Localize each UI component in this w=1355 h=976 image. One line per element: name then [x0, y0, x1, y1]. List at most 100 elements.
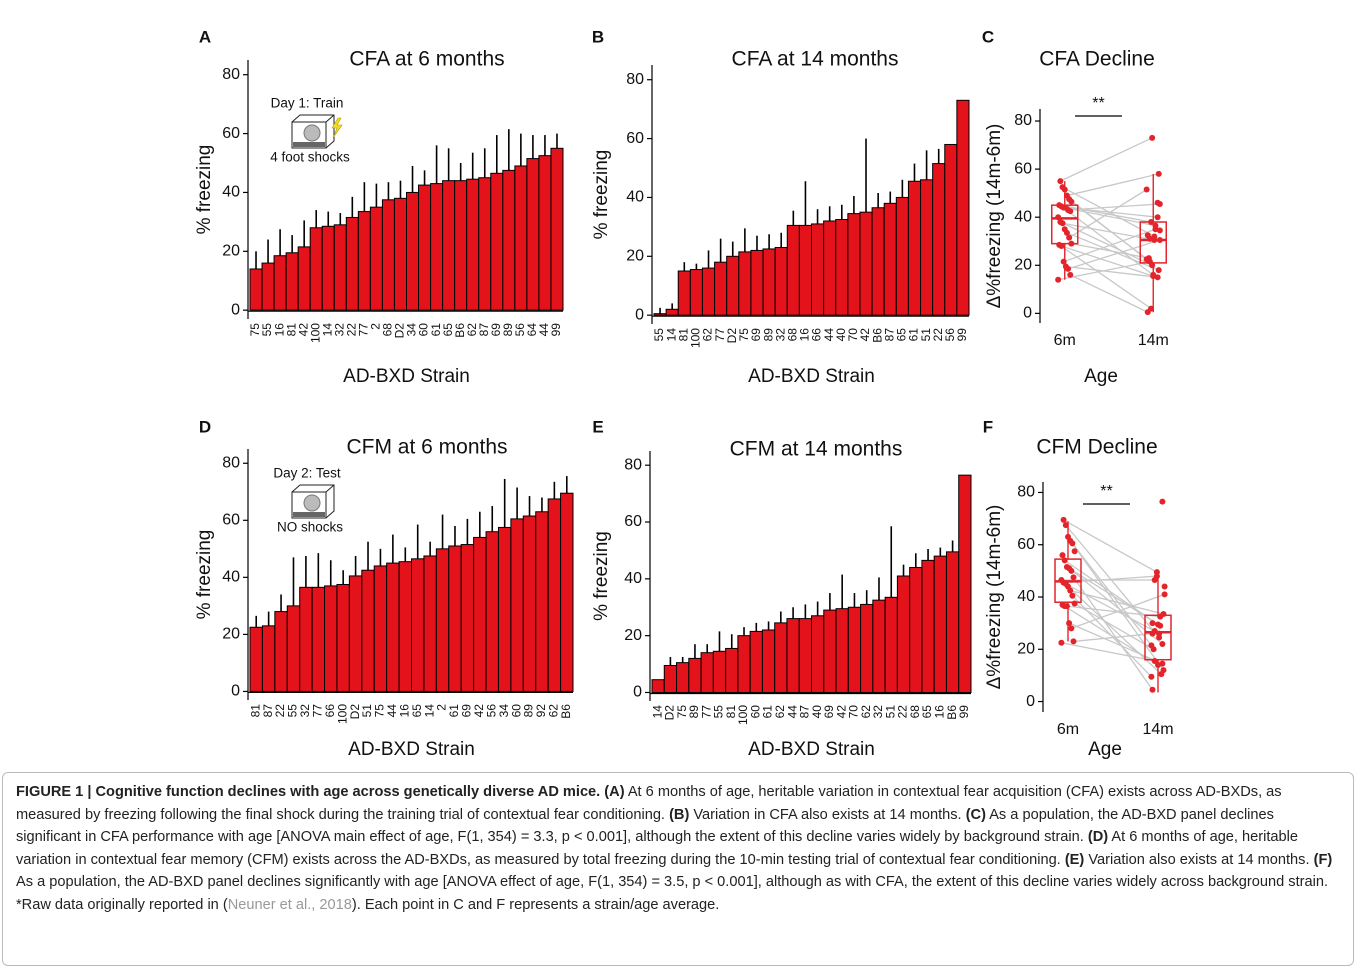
point — [1151, 627, 1158, 634]
point — [1154, 199, 1161, 206]
inset-label: Day 2: Test — [273, 466, 341, 481]
x-tick-label: 60 — [417, 323, 431, 337]
pair-line — [1071, 595, 1152, 678]
bar — [547, 498, 562, 692]
x-axis-label: Age — [1084, 366, 1118, 387]
bar — [406, 191, 420, 311]
bar — [896, 575, 911, 693]
bar — [823, 609, 837, 693]
bar — [944, 143, 958, 316]
bar — [261, 262, 275, 311]
point — [1067, 271, 1074, 278]
bar — [884, 596, 898, 693]
x-tick-label: 75 — [675, 705, 689, 719]
bar — [835, 219, 849, 316]
x-tick-label: 69 — [822, 705, 836, 719]
point — [1061, 226, 1068, 233]
bar — [701, 267, 716, 316]
point — [1058, 639, 1065, 646]
x-tick-label: 6m — [1054, 332, 1076, 349]
bar — [502, 169, 516, 311]
significance: ** — [1100, 483, 1112, 500]
bar — [460, 544, 475, 692]
x-tick-label: 44 — [822, 328, 836, 342]
bar — [872, 599, 886, 693]
x-tick-label: 14m — [1142, 721, 1173, 738]
x-tick-label: D2 — [393, 323, 407, 339]
y-tick-label: 60 — [624, 513, 642, 530]
x-tick-label: 69 — [749, 328, 763, 342]
x-tick-label: 81 — [284, 323, 298, 337]
bar — [798, 224, 813, 316]
y-axis-label: % freezing — [194, 530, 215, 620]
x-tick-label: 22 — [273, 704, 287, 718]
pair-line — [1060, 221, 1153, 266]
y-tick-label: 0 — [231, 683, 240, 700]
citation[interactable]: Neuner et al., 2018 — [227, 896, 352, 913]
chart-title: CFA Decline — [1039, 48, 1155, 71]
bar — [920, 179, 934, 316]
y-tick-label: 80 — [1017, 484, 1035, 501]
point — [1148, 219, 1155, 226]
point — [1151, 577, 1158, 584]
cage-floor — [293, 512, 325, 517]
x-tick-label: 32 — [871, 705, 885, 719]
point — [1143, 186, 1150, 193]
bar — [909, 566, 923, 693]
cage-icon — [291, 484, 335, 519]
bar — [510, 518, 524, 692]
x-tick-label: 65 — [895, 328, 909, 342]
bar — [357, 211, 371, 311]
bar — [725, 647, 739, 693]
point — [1062, 263, 1069, 270]
panel-letter: B — [592, 27, 604, 46]
point — [1066, 620, 1073, 627]
y-tick-label: 20 — [222, 243, 240, 260]
y-tick-label: 40 — [624, 570, 642, 587]
bar — [381, 199, 395, 311]
x-tick-label: 44 — [537, 323, 551, 337]
x-tick-label: 32 — [332, 323, 346, 337]
point — [1070, 638, 1077, 645]
x-tick-label: 62 — [547, 704, 561, 718]
point — [1156, 237, 1163, 244]
y-tick-label: 0 — [635, 306, 644, 323]
y-tick-label: 80 — [1014, 112, 1032, 129]
bar — [761, 629, 776, 693]
panel-letter: E — [592, 417, 603, 436]
point — [1152, 222, 1159, 229]
bar — [677, 270, 691, 316]
bar — [430, 183, 444, 311]
y-tick-label: 0 — [231, 301, 240, 318]
caption-panel: (C) — [965, 806, 986, 823]
significance: ** — [1092, 95, 1104, 112]
y-tick-label: 20 — [626, 248, 644, 265]
point — [1161, 591, 1168, 598]
x-tick-label: 44 — [385, 704, 399, 718]
bar — [497, 526, 512, 692]
x-tick-label: 61 — [907, 328, 921, 342]
bar — [261, 625, 276, 692]
bar — [932, 163, 946, 316]
bar — [823, 220, 837, 316]
y-axis-label: % freezing — [591, 150, 612, 240]
pair-line — [1058, 244, 1152, 310]
bar — [907, 180, 922, 316]
bar — [522, 515, 537, 692]
x-axis-label: AD-BXD Strain — [748, 366, 875, 387]
x-tick-label: 51 — [919, 328, 933, 342]
y-tick-label: 20 — [624, 627, 642, 644]
y-tick-label: 60 — [222, 125, 240, 142]
bar — [321, 225, 335, 311]
bar — [883, 202, 897, 316]
point — [1066, 234, 1073, 241]
point — [1056, 241, 1063, 248]
bar — [454, 180, 468, 311]
x-tick-label: 61 — [447, 704, 461, 718]
bar — [485, 531, 499, 692]
caption-end: ). Each point in C and F represents a st… — [351, 896, 720, 913]
bar — [249, 268, 263, 311]
x-tick-label: 56 — [484, 704, 498, 718]
bar — [309, 227, 323, 311]
